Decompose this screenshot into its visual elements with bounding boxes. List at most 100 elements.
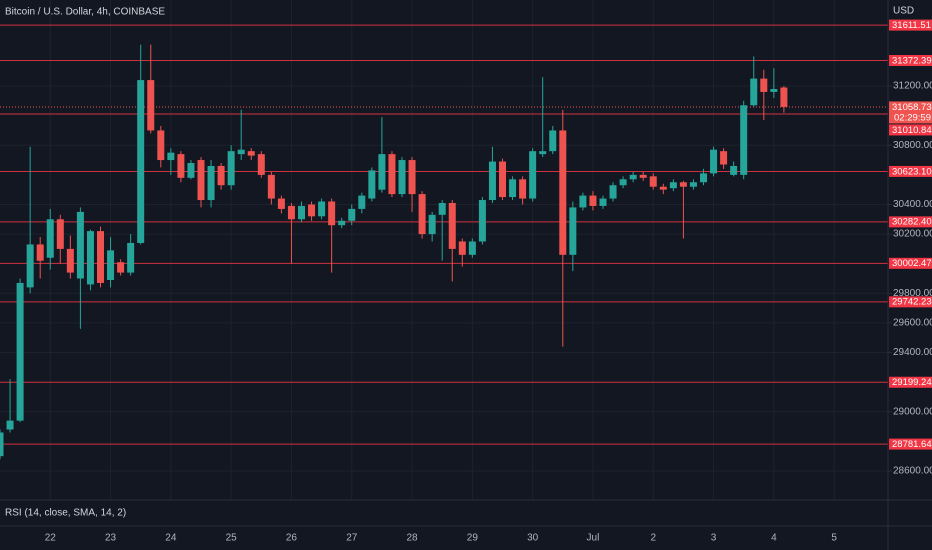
- x-tick-label: 23: [105, 533, 117, 544]
- x-tick-label: 26: [286, 533, 298, 544]
- candle-body: [750, 78, 758, 106]
- candle-body: [287, 205, 295, 220]
- candle-body: [760, 78, 768, 92]
- candle-body: [619, 179, 627, 186]
- candle-body: [97, 231, 104, 283]
- x-tick-label: 2: [650, 533, 656, 544]
- candle-body: [227, 151, 235, 186]
- candle-body: [167, 152, 175, 161]
- level-badge: [889, 216, 932, 228]
- candle-body: [187, 163, 195, 178]
- candle-body: [720, 151, 728, 165]
- candle-body: [26, 244, 34, 288]
- candle-body: [318, 201, 326, 217]
- candle-body: [639, 174, 647, 178]
- candle-body: [689, 182, 697, 187]
- level-label: 30623.10: [892, 166, 932, 177]
- x-tick-label: 29: [467, 533, 479, 544]
- candle-body: [740, 105, 748, 175]
- candle-body: [659, 186, 667, 190]
- candle-body: [6, 420, 14, 430]
- candle-body: [589, 195, 597, 206]
- candle-body: [448, 202, 456, 249]
- candle-body: [358, 195, 366, 209]
- candle-body: [539, 151, 547, 155]
- level-label: 30282.40: [892, 217, 932, 228]
- y-tick-label: 30800.00: [893, 140, 932, 151]
- candle-body: [308, 204, 316, 217]
- x-tick-label: 24: [165, 533, 177, 544]
- candle-body: [408, 160, 416, 195]
- candle-body: [86, 231, 94, 285]
- level-label: 28781.64: [892, 439, 932, 450]
- candle-body: [478, 200, 486, 242]
- candle-body: [549, 130, 557, 152]
- currency-label: USD: [893, 6, 914, 17]
- candle-body: [0, 432, 4, 457]
- level-badge: [889, 124, 932, 136]
- price-axis: 28600.00 29000.00 29400.00 29600.00 29800.00…: [888, 19, 932, 477]
- y-tick-label: 28600.00: [893, 466, 932, 477]
- x-tick-label: 22: [45, 533, 57, 544]
- candle-body: [428, 214, 436, 235]
- candle-body: [519, 179, 527, 199]
- chart-title: Bitcoin / U.S. Dollar, 4h, COINBASE: [5, 7, 165, 18]
- candle-body: [56, 219, 64, 249]
- candle-body: [579, 195, 587, 208]
- y-tick-label: 29400.00: [893, 347, 932, 358]
- level-badge: [889, 438, 932, 450]
- candle-body: [569, 207, 577, 255]
- level-badge: [889, 19, 932, 31]
- candle-body: [207, 165, 215, 201]
- level-label: 31611.51: [892, 20, 931, 31]
- candle-body: [298, 205, 305, 220]
- candle-body: [16, 282, 24, 421]
- level-label: 29742.23: [892, 297, 932, 308]
- candle-body: [157, 130, 165, 161]
- indicator-label: RSI (14, close, SMA, 14, 2): [5, 508, 126, 519]
- candle-body: [348, 208, 356, 221]
- level-badge: [889, 296, 932, 308]
- x-tick-label: 30: [527, 533, 539, 544]
- x-tick-label: 28: [406, 533, 418, 544]
- last-price-badge: [889, 101, 932, 124]
- candle-body: [267, 174, 275, 199]
- candle-body: [710, 149, 718, 174]
- x-tick-label: 27: [346, 533, 358, 544]
- y-tick-label: 29800.00: [893, 288, 932, 299]
- candle-body: [197, 160, 205, 201]
- candle-body: [277, 198, 285, 209]
- candles: [0, 44, 788, 460]
- candle-body: [499, 161, 506, 198]
- candle-body: [137, 80, 145, 243]
- x-tick-label: 25: [226, 533, 238, 544]
- candle-body: [117, 262, 125, 273]
- candle-body: [127, 242, 135, 273]
- candle-body: [177, 154, 185, 178]
- candle-body: [679, 182, 687, 187]
- level-badge: [889, 257, 932, 269]
- candle-body: [669, 182, 677, 189]
- y-tick-label: 30200.00: [893, 229, 932, 240]
- level-badge: [889, 54, 932, 66]
- candle-body: [46, 219, 54, 258]
- candle-body: [247, 151, 255, 156]
- candle-body: [66, 248, 74, 273]
- x-tick-label: 3: [711, 533, 717, 544]
- y-tick-label: 31200.00: [893, 81, 932, 92]
- candle-body: [257, 154, 265, 175]
- candle-body: [599, 198, 607, 206]
- candle-body: [529, 151, 537, 199]
- candle-body: [629, 174, 637, 180]
- y-tick-label: 29600.00: [893, 318, 932, 329]
- level-badge: [889, 165, 932, 177]
- level-label: 31372.39: [892, 55, 932, 66]
- x-tick-label: 4: [771, 533, 777, 544]
- candle-body: [458, 241, 466, 255]
- candle-body: [730, 165, 738, 175]
- candle-body: [509, 179, 517, 198]
- candle-body: [338, 220, 346, 226]
- candle-body: [488, 161, 496, 201]
